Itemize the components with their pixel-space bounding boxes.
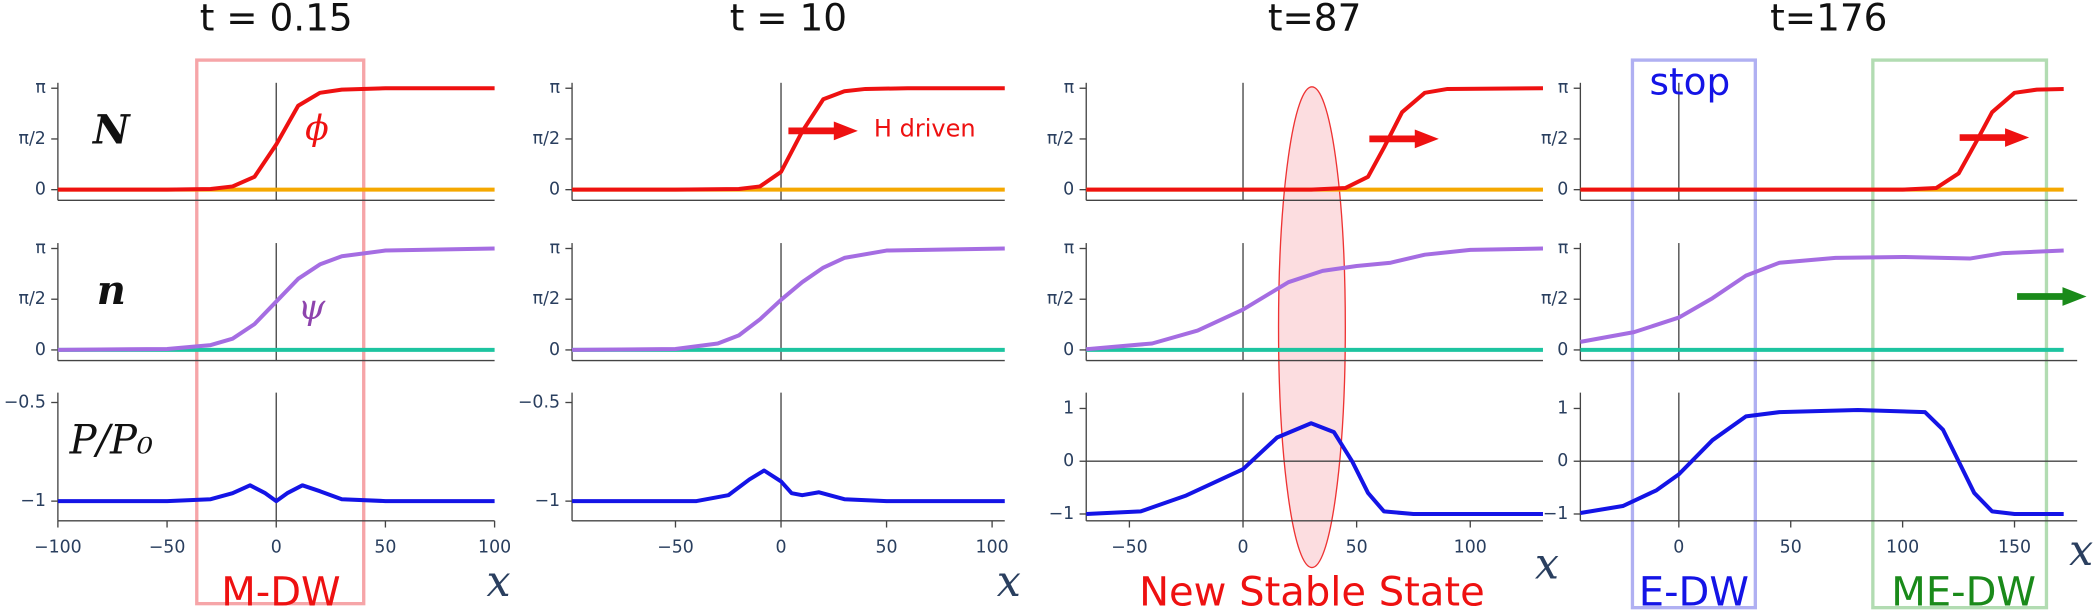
y-tick-label: 0 <box>1063 340 1074 360</box>
x-tick-label: 0 <box>1237 538 1248 558</box>
y-tick-label: 0 <box>1063 451 1074 471</box>
curve <box>1580 248 2064 344</box>
y-tick-label: 1 <box>1557 398 1568 418</box>
y-tick-label: π/2 <box>19 289 46 309</box>
y-tick-label: π/2 <box>1541 129 1568 149</box>
y-tick-label: −0.5 <box>518 393 560 413</box>
x-tick-label: 50 <box>1346 538 1368 558</box>
y-tick-label: π <box>35 78 45 98</box>
arrow-head <box>1414 129 1439 149</box>
m-dw-box <box>195 58 366 606</box>
curve <box>57 246 495 352</box>
curve <box>57 483 495 504</box>
row-label: N <box>91 107 131 154</box>
x-tick-label: −100 <box>34 538 82 558</box>
column-title: t=176 <box>1770 0 1887 40</box>
x-tick-label: 100 <box>976 538 1009 558</box>
curve <box>1580 86 2064 192</box>
x-tick-label: −50 <box>1111 538 1148 558</box>
y-tick-label: π <box>35 239 45 259</box>
column-title: t = 10 <box>730 0 847 40</box>
me-dw-box <box>1871 58 2049 610</box>
y-tick-label: π <box>550 239 560 259</box>
x-tick-label: 50 <box>1780 538 1802 558</box>
y-tick-label: π <box>550 78 560 98</box>
domain-wall-caption: ME-DW <box>1891 569 2036 613</box>
y-tick-label: π/2 <box>19 129 46 149</box>
arrow-head <box>833 121 858 141</box>
arrow-head <box>2005 128 2030 147</box>
y-tick-label: 1 <box>1063 398 1074 418</box>
y-tick-label: π <box>1558 78 1568 98</box>
curve-label: ϕ <box>305 109 329 149</box>
x-axis-label: x <box>2069 526 2093 576</box>
x-tick-label: 150 <box>1998 538 2031 558</box>
y-tick-label: −1 <box>20 491 46 511</box>
stable-state-ellipse <box>1277 86 1346 569</box>
y-tick-label: −1 <box>534 491 560 511</box>
curve <box>1086 86 1543 192</box>
x-tick-label: 100 <box>1454 538 1487 558</box>
x-tick-label: −50 <box>657 538 694 558</box>
curve <box>1086 421 1543 517</box>
y-tick-label: 0 <box>1557 180 1568 200</box>
curve <box>572 86 1005 192</box>
curve <box>1580 407 2064 517</box>
domain-wall-caption: E-DW <box>1639 569 1749 613</box>
x-axis-label: x <box>487 557 511 607</box>
y-tick-label: 0 <box>1063 180 1074 200</box>
x-tick-label: 0 <box>775 538 786 558</box>
y-tick-label: 0 <box>549 340 560 360</box>
y-tick-label: π/2 <box>1541 289 1568 309</box>
y-tick-label: π/2 <box>1047 129 1074 149</box>
y-tick-label: 0 <box>35 180 46 200</box>
domain-wall-caption: New Stable State <box>1139 569 1485 613</box>
x-tick-label: 100 <box>1886 538 1919 558</box>
y-tick-label: 0 <box>1557 340 1568 360</box>
y-tick-label: π <box>1558 239 1568 259</box>
y-tick-label: π <box>1064 78 1074 98</box>
curve <box>572 468 1005 504</box>
arrow-head <box>2062 287 2087 306</box>
x-tick-label: 0 <box>271 538 282 558</box>
y-tick-label: −0.5 <box>4 393 46 413</box>
y-tick-label: π <box>1064 239 1074 259</box>
curve <box>1086 246 1544 352</box>
curve-label: ψ <box>298 288 326 328</box>
curve-label: H driven <box>874 115 976 143</box>
x-tick-label: 50 <box>876 538 898 558</box>
y-tick-label: π/2 <box>533 129 560 149</box>
y-tick-label: −1 <box>1543 504 1569 524</box>
e-dw-box <box>1630 58 1757 610</box>
y-tick-label: 0 <box>549 180 560 200</box>
x-axis-label: x <box>1535 540 1559 590</box>
x-tick-label: −50 <box>149 538 186 558</box>
curve-label: stop <box>1650 60 1731 104</box>
row-label: n <box>97 267 126 314</box>
y-tick-label: π/2 <box>1047 289 1074 309</box>
arrows <box>788 121 2087 306</box>
column-title: t=87 <box>1268 0 1362 40</box>
curve <box>572 246 1005 352</box>
row-label: P/P₀ <box>69 417 153 463</box>
x-tick-label: 0 <box>1673 538 1684 558</box>
y-tick-label: 0 <box>35 340 46 360</box>
x-tick-label: 50 <box>374 538 396 558</box>
x-axis-label: x <box>997 557 1021 607</box>
x-tick-label: 100 <box>478 538 511 558</box>
column-title: t = 0.15 <box>200 0 353 40</box>
y-tick-label: 0 <box>1557 451 1568 471</box>
y-tick-label: π/2 <box>533 289 560 309</box>
curve <box>57 86 495 192</box>
y-tick-label: −1 <box>1049 504 1075 524</box>
domain-wall-caption: M-DW <box>221 569 340 613</box>
